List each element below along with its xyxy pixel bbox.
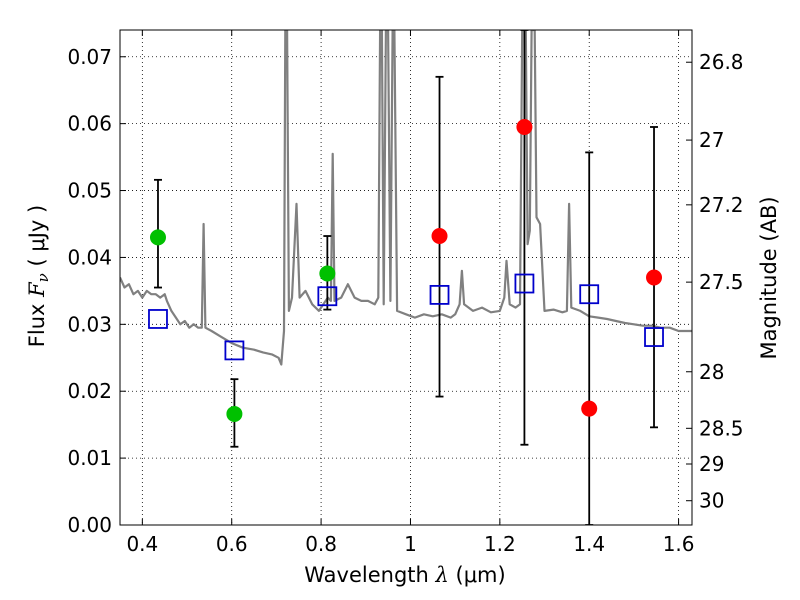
y2-tick-label: 27 — [699, 128, 724, 152]
model-spectrum-line — [120, 30, 692, 366]
y-tick-label: 0.03 — [67, 312, 112, 336]
data-point-circle — [431, 228, 448, 245]
x-tick-label: 1.4 — [573, 532, 605, 556]
y2-tick-label: 27.5 — [699, 270, 744, 294]
y2-tick-label: 28.5 — [699, 416, 744, 440]
y2-tick-label: 27.2 — [699, 193, 744, 217]
data-point-square — [148, 309, 168, 329]
y2-tick-label: 26.8 — [699, 50, 744, 74]
data-point-square — [429, 284, 450, 305]
y2-tick-label: 29 — [699, 452, 724, 476]
x-tick-label: 1.2 — [484, 532, 516, 556]
x-tick-label: 0.4 — [126, 532, 158, 556]
data-point-circle — [581, 400, 598, 417]
y2-tick-label: 28 — [699, 360, 724, 384]
y-tick-label: 0.07 — [67, 45, 112, 69]
y-tick-label: 0.04 — [67, 245, 112, 269]
y-tick-label: 0.02 — [67, 379, 112, 403]
data-point-square — [514, 273, 535, 294]
data-point-square — [224, 340, 245, 361]
data-point-circle — [516, 118, 533, 135]
y-tick-label: 0.01 — [67, 446, 112, 470]
axis-ticks: 0.4 0.6 0.8 1 1.2 1.4 1.6 0.00 0.01 0.02 0.03 0.04 0… — [67, 30, 744, 556]
y2-tick-label: 30 — [699, 489, 724, 513]
data-point-square — [644, 327, 664, 347]
data-point-square — [317, 286, 338, 307]
data-point-circle — [149, 229, 166, 246]
y-tick-label: 0.05 — [67, 179, 112, 203]
data-points — [148, 30, 664, 525]
x-tick-label: 0.6 — [216, 532, 248, 556]
x-axis-label: Wavelength λ (μm) — [304, 563, 505, 587]
y-axis-label: Flux Fν ( μJy ) — [25, 205, 52, 347]
x-tick-label: 1.6 — [663, 532, 695, 556]
x-tick-label: 0.8 — [305, 532, 337, 556]
data-point-circle — [646, 269, 663, 286]
plot-border — [119, 29, 693, 526]
x-tick-label: 1 — [404, 532, 417, 556]
data-point-circle — [226, 405, 243, 422]
data-point-square — [579, 284, 600, 305]
data-point-circle — [319, 265, 336, 282]
y2-axis-label: Magnitude (AB) — [757, 196, 781, 359]
y-tick-label: 0.06 — [67, 112, 112, 136]
plot-area — [120, 30, 692, 525]
y-tick-label: 0.00 — [67, 513, 112, 537]
